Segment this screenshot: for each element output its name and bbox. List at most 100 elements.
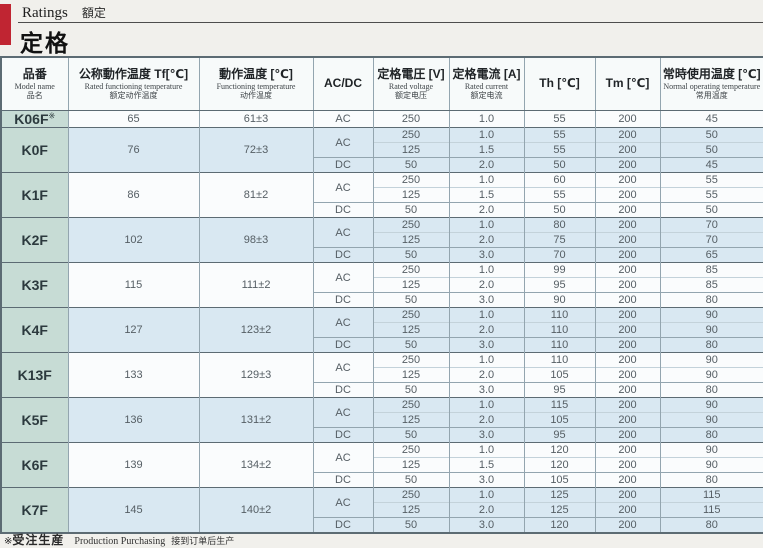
table-row: DC 50 3.0 110 200 80 xyxy=(1,337,763,353)
current-cell: 1.5 xyxy=(448,457,525,473)
current-cell: 2.0 xyxy=(448,202,525,218)
normal-temp-cell: 45 xyxy=(659,157,763,173)
tm-cell: 200 xyxy=(594,442,661,458)
header-row: 品番 Model name 品名 公称動作温度 Tf[℃] Rated functio… xyxy=(0,57,763,111)
model-cell: K7F xyxy=(0,487,69,533)
voltage-cell: 250 xyxy=(372,110,450,128)
th-cell: 90 xyxy=(523,292,596,308)
tm-cell: 200 xyxy=(594,247,661,263)
normal-temp-cell: 80 xyxy=(659,427,763,443)
normal-temp-cell: 80 xyxy=(659,382,763,398)
current-cell: 1.0 xyxy=(448,110,525,128)
table-row: K2F 102 98±3 AC 250 1.0 80 200 70 xyxy=(0,217,763,263)
rated-tf-cell: 102 xyxy=(67,217,200,263)
acdc-cell: DC xyxy=(312,292,374,308)
current-cell: 3.0 xyxy=(448,337,525,353)
voltage-cell: 250 xyxy=(372,352,450,368)
functioning-temp-cell: 134±2 xyxy=(198,442,314,488)
header-rated-current: 定格電流 [A] Rated current 额定电流 xyxy=(448,57,525,111)
functioning-temp-cell: 129±3 xyxy=(198,352,314,398)
table-row: K1F 86 81±2 AC 250 1.0 60 200 55 xyxy=(0,172,763,218)
tm-cell: 200 xyxy=(594,157,661,173)
table-row: 125 1.5 55 200 50 xyxy=(1,142,763,158)
th-cell: 125 xyxy=(523,487,596,503)
normal-temp-cell: 80 xyxy=(659,517,763,533)
tm-cell: 200 xyxy=(594,142,661,158)
functioning-temp-cell: 81±2 xyxy=(198,172,314,218)
table-row: DC 50 2.0 50 200 45 xyxy=(1,157,763,173)
th-cell: 70 xyxy=(523,247,596,263)
th-cell: 95 xyxy=(523,427,596,443)
normal-temp-cell: 90 xyxy=(659,457,763,473)
th-cell: 75 xyxy=(523,232,596,248)
voltage-cell: 125 xyxy=(372,412,450,428)
normal-temp-cell: 45 xyxy=(659,110,763,128)
rated-tf-cell: 86 xyxy=(67,172,200,218)
normal-temp-cell: 115 xyxy=(659,487,763,503)
voltage-cell: 250 xyxy=(372,217,450,233)
normal-temp-cell: 65 xyxy=(659,247,763,263)
voltage-cell: 250 xyxy=(372,172,450,188)
current-cell: 3.0 xyxy=(448,517,525,533)
table-row: DC 50 3.0 70 200 65 xyxy=(1,247,763,263)
th-cell: 105 xyxy=(523,412,596,428)
functioning-temp-cell: 123±2 xyxy=(198,307,314,353)
rated-tf-cell: 127 xyxy=(67,307,200,353)
model-name: K5F xyxy=(21,412,48,428)
model-name: K7F xyxy=(21,502,48,518)
voltage-cell: 250 xyxy=(372,397,450,413)
current-cell: 1.0 xyxy=(448,442,525,458)
current-cell: 1.0 xyxy=(448,397,525,413)
model-cell: K2F xyxy=(0,217,69,263)
voltage-cell: 50 xyxy=(372,247,450,263)
model-name: K2F xyxy=(21,232,48,248)
tm-cell: 200 xyxy=(594,397,661,413)
th-cell: 80 xyxy=(523,217,596,233)
acdc-cell: DC xyxy=(312,517,374,533)
tm-cell: 200 xyxy=(594,472,661,488)
tm-cell: 200 xyxy=(594,412,661,428)
normal-temp-cell: 90 xyxy=(659,322,763,338)
voltage-cell: 250 xyxy=(372,127,450,143)
voltage-cell: 50 xyxy=(372,472,450,488)
voltage-cell: 50 xyxy=(372,157,450,173)
table-row: DC 50 3.0 105 200 80 xyxy=(1,472,763,488)
current-cell: 2.0 xyxy=(448,157,525,173)
acdc-cell: AC xyxy=(312,487,374,518)
acdc-cell: AC xyxy=(312,217,374,248)
acdc-cell: DC xyxy=(312,337,374,353)
model-cell: K06F※ xyxy=(0,110,69,128)
current-cell: 1.5 xyxy=(448,187,525,203)
voltage-cell: 125 xyxy=(372,142,450,158)
functioning-temp-cell: 98±3 xyxy=(198,217,314,263)
model-name: K06F xyxy=(14,111,49,127)
header-normal-operating-temp: 常時使用温度 [℃] Normal operating temperature 常用… xyxy=(659,57,763,111)
th-cell: 50 xyxy=(523,157,596,173)
table-row: K4F 127 123±2 AC 250 1.0 110 200 90 xyxy=(0,307,763,353)
table-row: DC 50 3.0 90 200 80 xyxy=(1,292,763,308)
rated-tf-cell: 133 xyxy=(67,352,200,398)
tm-cell: 200 xyxy=(594,457,661,473)
rated-tf-cell: 76 xyxy=(67,127,200,173)
tm-cell: 200 xyxy=(594,502,661,518)
section-divider xyxy=(18,22,763,23)
th-cell: 110 xyxy=(523,307,596,323)
header-rated-voltage: 定格電圧 [V] Rated voltage 额定电压 xyxy=(372,57,450,111)
th-cell: 95 xyxy=(523,277,596,293)
th-cell: 120 xyxy=(523,442,596,458)
current-cell: 2.0 xyxy=(448,502,525,518)
th-cell: 105 xyxy=(523,472,596,488)
voltage-cell: 250 xyxy=(372,307,450,323)
section-accent-bar xyxy=(0,4,11,45)
functioning-temp-cell: 140±2 xyxy=(198,487,314,533)
current-cell: 2.0 xyxy=(448,412,525,428)
model-cell: K0F xyxy=(0,127,69,173)
model-name: K0F xyxy=(21,142,48,158)
rated-tf-cell: 139 xyxy=(67,442,200,488)
tm-cell: 200 xyxy=(594,427,661,443)
th-cell: 99 xyxy=(523,262,596,278)
tm-cell: 200 xyxy=(594,487,661,503)
voltage-cell: 125 xyxy=(372,232,450,248)
model-cell: K5F xyxy=(0,397,69,443)
header-model: 品番 Model name 品名 xyxy=(0,57,69,111)
